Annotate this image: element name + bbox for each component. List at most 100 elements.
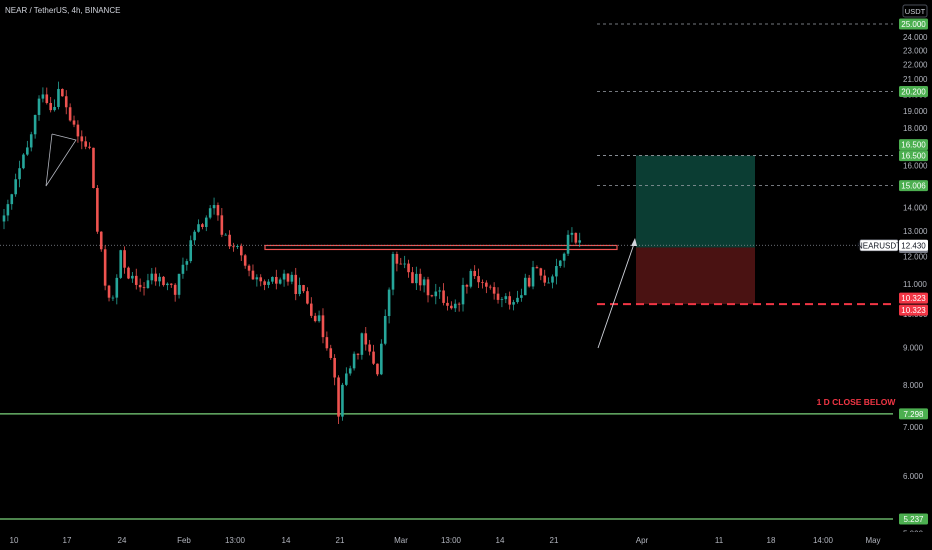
candle-104 bbox=[407, 259, 410, 278]
candle-43 bbox=[169, 283, 173, 288]
candle-body bbox=[430, 295, 434, 297]
candle-body bbox=[520, 295, 523, 298]
x-tick-7: Mar bbox=[394, 536, 408, 545]
currency-label: USDT bbox=[905, 7, 926, 16]
candle-body bbox=[333, 357, 336, 378]
candle-body bbox=[317, 315, 321, 322]
candle-body bbox=[395, 253, 399, 264]
candle-20 bbox=[80, 130, 84, 150]
candle-90 bbox=[352, 351, 356, 371]
currency-box[interactable]: USDT bbox=[902, 4, 928, 18]
tag-25.000: 25.000 bbox=[899, 18, 928, 30]
candle-body bbox=[461, 284, 465, 305]
candle-body bbox=[146, 280, 150, 288]
time-axis-bg bbox=[0, 532, 932, 550]
candle-body bbox=[376, 363, 379, 375]
candle-89 bbox=[348, 365, 352, 376]
candle-72 bbox=[282, 269, 286, 287]
candle-body bbox=[64, 96, 68, 108]
x-tick-4: 13:00 bbox=[225, 536, 246, 545]
candle-9 bbox=[37, 95, 41, 121]
candle-body bbox=[298, 285, 301, 295]
candle-body bbox=[345, 373, 348, 385]
x-tick-1: 17 bbox=[63, 536, 72, 545]
candle-body bbox=[348, 368, 352, 374]
candle-125 bbox=[488, 284, 492, 290]
candle-body bbox=[290, 274, 294, 282]
candle-134 bbox=[523, 273, 527, 296]
candle-body bbox=[523, 277, 527, 296]
candle-body bbox=[243, 255, 247, 266]
candle-29 bbox=[115, 274, 119, 305]
tag-5.237-bg bbox=[899, 513, 928, 525]
candle-body bbox=[411, 272, 414, 284]
candle-114 bbox=[446, 296, 449, 311]
candle-body bbox=[212, 205, 216, 209]
candle-body bbox=[259, 277, 263, 282]
candle-body bbox=[29, 134, 33, 148]
tag-15.006-text: 15.006 bbox=[901, 182, 926, 191]
candle-body bbox=[119, 250, 122, 278]
tag-16.500: 16.500 bbox=[899, 150, 928, 162]
candle-body bbox=[239, 246, 243, 256]
tag-7.298-bg bbox=[899, 408, 928, 420]
candle-body bbox=[500, 299, 504, 300]
candle-body bbox=[516, 297, 519, 303]
candle-13 bbox=[53, 99, 56, 112]
x-tick-0: 10 bbox=[10, 536, 19, 545]
candle-body bbox=[267, 281, 270, 285]
candle-138 bbox=[539, 267, 543, 281]
candle-body bbox=[391, 253, 395, 290]
arrow-head bbox=[631, 238, 637, 246]
candle-28 bbox=[111, 295, 115, 302]
candle-60 bbox=[236, 244, 239, 249]
candle-body bbox=[41, 94, 45, 99]
candle-body bbox=[329, 348, 333, 358]
tag-stop2-10.323-text: 10.323 bbox=[901, 306, 926, 315]
candle-body bbox=[407, 263, 410, 273]
candle-95 bbox=[372, 344, 375, 365]
candle-101 bbox=[395, 251, 399, 272]
candle-body bbox=[224, 234, 228, 236]
candle-body bbox=[99, 231, 103, 250]
candle-12 bbox=[49, 97, 52, 113]
tag-16.500-text: 16.500 bbox=[901, 152, 926, 161]
candle-73 bbox=[286, 273, 290, 286]
candle-body bbox=[84, 141, 87, 147]
candle-56 bbox=[220, 208, 224, 238]
candle-body bbox=[485, 282, 488, 287]
candle-50 bbox=[197, 219, 200, 233]
candle-body bbox=[387, 289, 391, 317]
candle-74 bbox=[290, 271, 294, 285]
candle-105 bbox=[411, 266, 414, 284]
candle-64 bbox=[251, 264, 255, 280]
candle-body bbox=[558, 260, 562, 267]
candle-body bbox=[216, 205, 220, 216]
candle-41 bbox=[162, 276, 165, 287]
candle-body bbox=[496, 293, 500, 300]
y-tick-12.000: 12.000 bbox=[903, 252, 928, 261]
candle-129 bbox=[504, 293, 508, 304]
y-tick-22.000: 22.000 bbox=[903, 60, 928, 69]
tag-5.237-text: 5.237 bbox=[903, 515, 924, 524]
candle-body bbox=[88, 146, 91, 148]
candle-body bbox=[294, 274, 298, 295]
candle-body bbox=[197, 224, 200, 232]
candle-11 bbox=[45, 87, 49, 105]
x-tick-8: 13:00 bbox=[441, 536, 462, 545]
candle-body bbox=[422, 279, 426, 286]
candle-body bbox=[438, 290, 441, 292]
candle-130 bbox=[508, 291, 511, 310]
candle-127 bbox=[496, 287, 500, 304]
candle-body bbox=[543, 275, 547, 283]
candle-26 bbox=[103, 245, 107, 291]
candle-3 bbox=[14, 173, 17, 197]
candle-body bbox=[562, 253, 566, 261]
candle-body bbox=[68, 107, 72, 121]
candle-59 bbox=[232, 242, 235, 252]
x-tick-11: Apr bbox=[636, 536, 649, 545]
candle-42 bbox=[166, 282, 169, 291]
candle-body bbox=[92, 147, 95, 189]
x-tick-5: 14 bbox=[282, 536, 291, 545]
